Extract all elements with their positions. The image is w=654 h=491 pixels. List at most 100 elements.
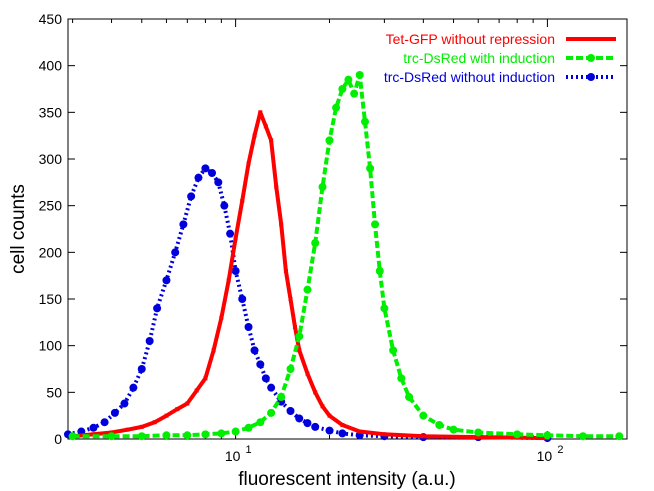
legend-marker-2 [587,73,595,81]
data-point [211,348,216,353]
y-tick-label: 150 [39,291,63,307]
data-point [344,75,353,84]
data-point [421,434,426,439]
data-point [435,421,444,429]
data-point [476,435,481,440]
data-point [269,138,274,143]
data-point [231,427,240,436]
data-point [137,432,146,441]
data-point [318,183,327,191]
data-point [68,432,77,441]
data-point [194,388,199,393]
data-point [375,267,384,275]
data-point [252,133,257,138]
data-point [129,383,138,392]
data-point [201,430,210,439]
data-point [201,164,210,173]
data-point [120,399,129,408]
y-tick-label: 0 [54,431,62,447]
data-point [267,408,276,417]
data-point [219,315,224,320]
y-tick-label: 100 [39,338,63,354]
data-point [162,431,171,440]
series-line-2 [67,166,548,441]
data-point [233,236,238,241]
data-point [279,222,284,227]
data-point [244,423,253,432]
data-point [100,418,109,427]
data-point [152,420,157,425]
data-point [145,337,154,345]
data-point [361,117,370,126]
data-point [250,346,259,355]
data-point [382,432,387,437]
data-point [311,239,320,247]
data-point [256,360,265,369]
data-point [107,432,116,441]
data-point [389,346,398,355]
y-tick-label: 450 [39,11,63,27]
data-point [238,295,247,303]
data-point [208,169,217,177]
data-point [405,393,414,401]
data-point [320,404,325,409]
y-tick-label: 250 [39,198,63,214]
data-point [371,220,380,229]
data-point [226,229,235,238]
y-axis-label: cell counts [8,184,29,274]
data-point [231,267,240,275]
data-point [274,185,279,189]
data-point [578,432,587,441]
data-point [110,408,119,417]
data-point [340,423,345,427]
x-tick-label: 10 [225,448,241,464]
data-point [89,423,98,432]
data-point [179,220,188,229]
series-2 [64,164,552,443]
data-point [246,161,251,166]
data-point [303,285,312,294]
data-point [397,374,406,383]
data-point [449,425,458,434]
data-point [332,103,341,112]
x-tick-exponent: 1 [246,444,252,456]
data-point [325,426,334,435]
data-point [350,89,359,98]
legend-label-2: trc-DsRed without induction [384,69,555,85]
data-point [137,365,146,373]
data-point [220,201,229,210]
data-point [311,422,320,431]
data-point [194,173,203,182]
data-point [258,110,263,115]
data-point [543,431,552,440]
data-point [313,390,318,395]
data-point [286,365,295,373]
x-tick-label: 10 [537,448,553,464]
data-point [240,199,245,203]
data-point [139,424,144,429]
data-point [295,414,304,423]
data-point [203,376,208,381]
data-point [256,418,265,427]
data-point [267,383,276,392]
series-1 [68,71,624,441]
x-axis-label: fluorescent intensity (a.u.) [238,469,456,490]
data-point [162,276,171,285]
series-line-0 [72,110,548,441]
data-point [183,431,192,440]
y-axis-ticks: 0 50 100 150 200 250 300 350 400 450 [39,11,627,447]
data-point [288,297,293,301]
data-point [277,393,286,401]
data-point [187,192,196,201]
data-point [295,332,304,341]
data-point [357,429,362,434]
data-point [261,374,270,383]
data-point [217,429,226,438]
y-tick-label: 400 [39,58,63,74]
legend-label-1: trc-DsRed with induction [403,50,555,66]
data-point [297,348,302,353]
y-tick-label: 50 [46,384,62,400]
legend: Tet-GFP without repression trc-DsRed with… [384,31,616,85]
x-tick-exponent: 2 [557,444,563,456]
